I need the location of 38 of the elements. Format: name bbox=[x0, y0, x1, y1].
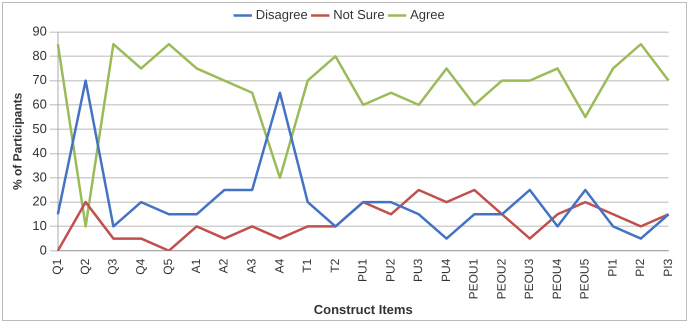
y-axis-title: % of Participants bbox=[10, 92, 25, 190]
legend-label: Agree bbox=[410, 7, 445, 22]
y-tick-label: 30 bbox=[32, 169, 47, 184]
legend-label: Disagree bbox=[256, 7, 308, 22]
x-tick-label: PEOU3 bbox=[522, 258, 536, 300]
y-tick-label: 80 bbox=[32, 48, 47, 63]
x-tick-label: PU3 bbox=[411, 258, 426, 282]
y-tick-label: 70 bbox=[32, 72, 47, 88]
x-tick-label: PU1 bbox=[356, 258, 370, 282]
x-tick-label: PEOU2 bbox=[494, 258, 508, 300]
x-tick-label: Q5 bbox=[161, 258, 176, 275]
x-tick-label: PI1 bbox=[605, 258, 620, 277]
x-tick-label: A4 bbox=[272, 258, 286, 274]
x-tick-label: A3 bbox=[244, 258, 258, 274]
y-tick-label: 40 bbox=[32, 145, 47, 160]
x-tick-label: A2 bbox=[216, 258, 231, 274]
legend-label: Not Sure bbox=[333, 7, 385, 22]
y-tick-label: 10 bbox=[32, 218, 47, 233]
x-tick-label: PI3 bbox=[660, 258, 675, 277]
x-tick-label: T1 bbox=[300, 258, 314, 273]
x-tick-label: Q4 bbox=[133, 258, 148, 275]
x-tick-label: PU2 bbox=[383, 258, 398, 282]
x-tick-label: Q3 bbox=[106, 258, 120, 275]
x-tick-label: Q2 bbox=[78, 258, 92, 275]
y-tick-label: 50 bbox=[32, 120, 47, 136]
x-tick-label: A1 bbox=[188, 258, 203, 274]
y-tick-label: 20 bbox=[32, 194, 47, 209]
x-axis-title: Construct Items bbox=[314, 302, 413, 317]
x-tick-label: PU4 bbox=[438, 258, 453, 282]
y-tick-label: 0 bbox=[40, 242, 47, 258]
y-tick-label: 90 bbox=[32, 24, 47, 39]
x-tick-label: PEOU1 bbox=[466, 258, 481, 300]
x-tick-label: PI2 bbox=[633, 258, 648, 277]
x-tick-label: T2 bbox=[328, 258, 342, 273]
y-tick-label: 60 bbox=[32, 96, 47, 112]
x-tick-label: Q1 bbox=[50, 258, 64, 275]
x-tick-label: PEOU4 bbox=[550, 258, 564, 300]
x-tick-label: PEOU5 bbox=[578, 258, 592, 300]
